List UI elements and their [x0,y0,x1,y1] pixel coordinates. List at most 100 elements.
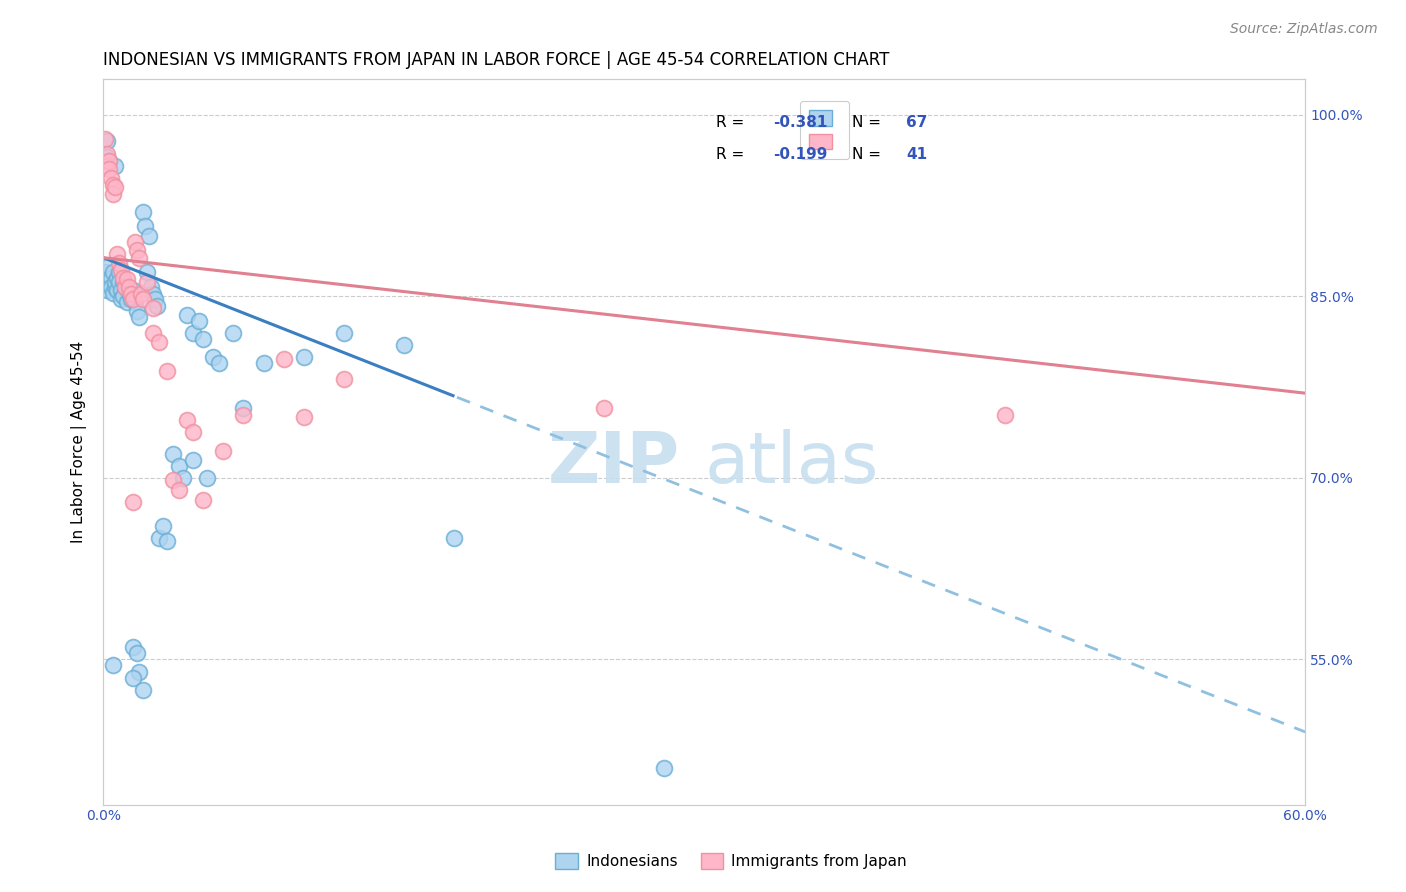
Text: ZIP: ZIP [548,429,681,498]
Point [98,259,121,273]
Point [129,287,152,301]
Point [292,410,315,425]
Point [103,265,125,279]
Point [652,761,675,775]
Point [332,372,354,386]
Point [162,447,184,461]
Point [112,289,135,303]
Point [110,292,132,306]
Point [183,452,205,467]
Point [108,265,131,279]
Point [994,408,1017,422]
Text: atlas: atlas [704,429,879,498]
Point [332,326,354,340]
Point [128,251,150,265]
Point [122,283,145,297]
Text: -0.199: -0.199 [773,147,827,162]
Point [162,473,184,487]
Point [120,287,142,301]
Point [136,265,159,279]
Point [152,519,174,533]
Point [146,299,169,313]
Point [112,271,135,285]
Point [118,279,141,293]
Point [103,658,125,673]
Point [96,146,118,161]
Point [193,492,215,507]
Point [114,279,136,293]
Text: INDONESIAN VS IMMIGRANTS FROM JAPAN IN LABOR FORCE | AGE 45-54 CORRELATION CHART: INDONESIAN VS IMMIGRANTS FROM JAPAN IN L… [103,51,890,69]
Point [98,153,121,168]
Point [176,308,198,322]
Point [169,458,191,473]
Point [105,247,128,261]
Point [176,413,198,427]
Point [193,332,215,346]
Point [208,356,231,370]
Point [105,271,128,285]
Point [120,292,142,306]
Point [103,186,125,201]
Point [104,279,127,293]
Point [104,159,127,173]
Point [138,228,160,243]
Point [142,287,165,301]
Point [148,335,170,350]
Point [122,640,145,655]
Point [188,313,211,327]
Text: 67: 67 [907,115,928,129]
Point [132,682,155,697]
Point [127,646,149,660]
Text: N =: N = [852,115,886,129]
Point [122,495,145,509]
Point [96,283,118,297]
Point [100,279,122,293]
Point [183,425,205,439]
Point [112,274,135,288]
Point [122,671,145,685]
Point [273,352,295,367]
Point [127,304,149,318]
Point [142,301,165,316]
Point [593,401,616,415]
Point [141,279,163,293]
Point [143,292,166,306]
Point [156,533,179,548]
Text: -0.381: -0.381 [773,115,827,129]
Point [156,364,179,378]
Point [100,170,122,185]
Point [94,132,117,146]
Text: R =: R = [716,147,749,162]
Point [443,532,465,546]
Point [100,271,122,285]
Point [96,150,118,164]
Point [124,235,146,249]
Point [117,272,139,286]
Point [132,204,155,219]
Point [96,159,118,173]
Point [114,279,136,293]
Point [172,471,194,485]
Point [94,277,117,292]
Point [183,326,205,340]
Point [108,255,131,269]
Point [127,244,149,258]
Point [392,338,415,352]
Point [252,356,274,370]
Point [103,178,125,192]
Point [94,265,117,279]
Point [212,444,235,458]
Point [108,275,131,289]
Point [232,408,254,422]
Text: N =: N = [852,147,886,162]
Point [105,283,128,297]
Point [197,471,219,485]
Legend: , : , [800,101,849,159]
Point [122,292,145,306]
Text: 41: 41 [907,147,928,162]
Point [110,283,132,297]
Point [222,326,245,340]
Point [132,292,155,306]
Point [128,665,150,679]
Point [117,295,139,310]
